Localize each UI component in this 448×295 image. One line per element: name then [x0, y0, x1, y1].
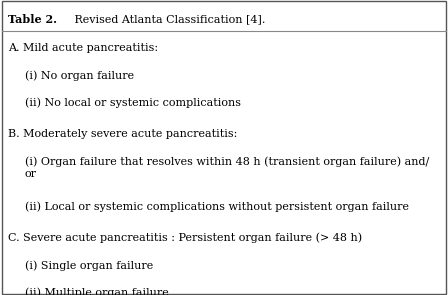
Text: (ii) Local or systemic complications without persistent organ failure: (ii) Local or systemic complications wit… — [25, 202, 409, 212]
Text: C. Severe acute pancreatitis : Persistent organ failure (> 48 h): C. Severe acute pancreatitis : Persisten… — [8, 233, 362, 243]
Text: (i) No organ failure: (i) No organ failure — [25, 70, 134, 81]
Text: (i) Organ failure that resolves within 48 h (transient organ failure) and/
or: (i) Organ failure that resolves within 4… — [25, 156, 429, 179]
Text: B. Moderately severe acute pancreatitis:: B. Moderately severe acute pancreatitis: — [8, 129, 237, 139]
Text: (i) Single organ failure: (i) Single organ failure — [25, 260, 153, 271]
Text: Revised Atlanta Classification [4].: Revised Atlanta Classification [4]. — [71, 14, 266, 24]
Text: Table 2.: Table 2. — [8, 14, 57, 25]
Text: (ii) No local or systemic complications: (ii) No local or systemic complications — [25, 98, 241, 108]
Text: A. Mild acute pancreatitis:: A. Mild acute pancreatitis: — [8, 43, 158, 53]
Text: (ii) Multiple organ failure: (ii) Multiple organ failure — [25, 288, 168, 295]
